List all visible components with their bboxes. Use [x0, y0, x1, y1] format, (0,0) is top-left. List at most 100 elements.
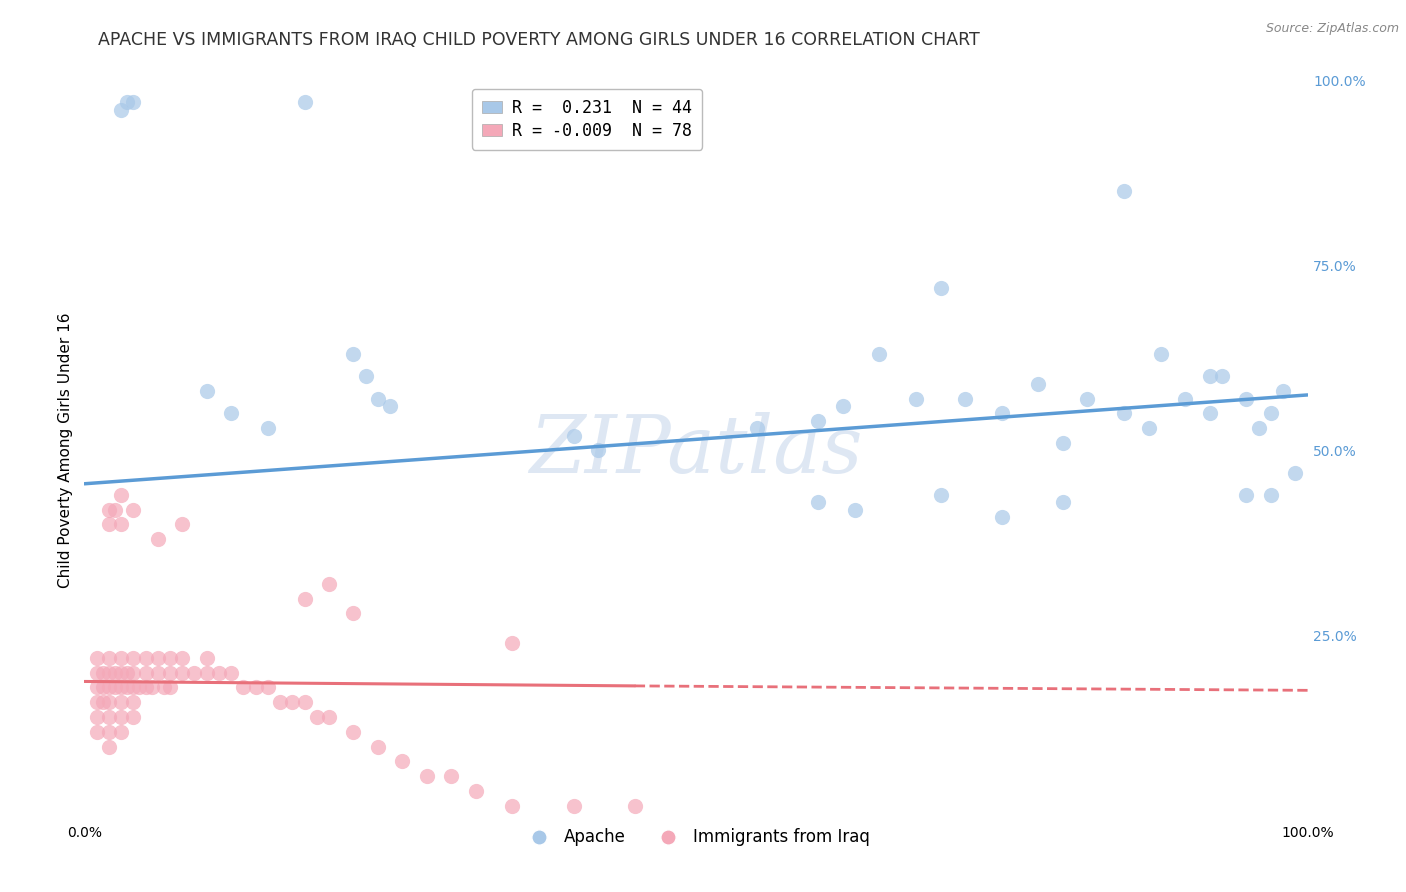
Point — [464, 784, 486, 798]
Point — [294, 695, 316, 709]
Point — [219, 407, 242, 421]
Point — [1260, 488, 1282, 502]
Point — [354, 369, 377, 384]
Point — [91, 695, 114, 709]
Point — [97, 695, 120, 709]
Point — [86, 695, 108, 709]
Point — [1211, 369, 1233, 384]
Point — [122, 695, 145, 709]
Point — [153, 681, 176, 695]
Point — [195, 665, 218, 680]
Point — [929, 488, 952, 502]
Point — [257, 421, 280, 435]
Point — [807, 495, 830, 509]
Point — [110, 517, 132, 532]
Point — [115, 681, 138, 695]
Point — [1114, 407, 1136, 421]
Point — [502, 798, 524, 813]
Point — [97, 681, 120, 695]
Point — [122, 502, 145, 516]
Point — [747, 421, 769, 435]
Text: ZIPatlas: ZIPatlas — [529, 412, 863, 489]
Point — [219, 665, 242, 680]
Point — [86, 650, 108, 665]
Point — [1150, 347, 1173, 361]
Point — [86, 710, 108, 724]
Point — [97, 650, 120, 665]
Point — [122, 681, 145, 695]
Text: APACHE VS IMMIGRANTS FROM IRAQ CHILD POVERTY AMONG GIRLS UNDER 16 CORRELATION CH: APACHE VS IMMIGRANTS FROM IRAQ CHILD POV… — [98, 31, 980, 49]
Point — [86, 665, 108, 680]
Point — [110, 724, 132, 739]
Point — [110, 665, 132, 680]
Point — [953, 392, 976, 406]
Point — [172, 517, 194, 532]
Point — [104, 665, 127, 680]
Point — [1052, 436, 1074, 450]
Point — [1052, 495, 1074, 509]
Point — [1198, 369, 1220, 384]
Point — [1114, 184, 1136, 198]
Point — [159, 650, 181, 665]
Point — [281, 695, 304, 709]
Point — [104, 681, 127, 695]
Point — [86, 724, 108, 739]
Point — [1174, 392, 1197, 406]
Point — [586, 443, 609, 458]
Point — [342, 347, 364, 361]
Point — [831, 399, 853, 413]
Point — [115, 95, 138, 110]
Legend: Apache, Immigrants from Iraq: Apache, Immigrants from Iraq — [516, 822, 876, 853]
Point — [1236, 392, 1258, 406]
Point — [97, 710, 120, 724]
Point — [318, 576, 340, 591]
Point — [122, 650, 145, 665]
Point — [135, 665, 157, 680]
Point — [1076, 392, 1098, 406]
Point — [257, 681, 280, 695]
Point — [183, 665, 205, 680]
Point — [115, 665, 138, 680]
Point — [110, 695, 132, 709]
Point — [1137, 421, 1160, 435]
Point — [135, 681, 157, 695]
Point — [245, 681, 267, 695]
Point — [305, 710, 328, 724]
Point — [128, 681, 150, 695]
Point — [159, 665, 181, 680]
Point — [97, 739, 120, 754]
Point — [624, 798, 647, 813]
Point — [172, 665, 194, 680]
Point — [232, 681, 254, 695]
Point — [91, 681, 114, 695]
Point — [1260, 407, 1282, 421]
Point — [294, 95, 316, 110]
Point — [172, 650, 194, 665]
Point — [416, 769, 439, 783]
Point — [1028, 376, 1050, 391]
Point — [991, 510, 1014, 524]
Point — [135, 650, 157, 665]
Point — [122, 710, 145, 724]
Point — [562, 428, 585, 442]
Point — [104, 502, 127, 516]
Y-axis label: Child Poverty Among Girls Under 16: Child Poverty Among Girls Under 16 — [58, 313, 73, 588]
Point — [122, 665, 145, 680]
Point — [97, 665, 120, 680]
Point — [1284, 466, 1306, 480]
Point — [562, 798, 585, 813]
Point — [807, 414, 830, 428]
Point — [110, 488, 132, 502]
Point — [1236, 488, 1258, 502]
Point — [367, 392, 389, 406]
Point — [195, 650, 218, 665]
Point — [122, 95, 145, 110]
Point — [869, 347, 891, 361]
Point — [97, 517, 120, 532]
Point — [269, 695, 291, 709]
Point — [110, 103, 132, 117]
Point — [440, 769, 463, 783]
Point — [342, 607, 364, 621]
Point — [294, 591, 316, 606]
Point — [380, 399, 402, 413]
